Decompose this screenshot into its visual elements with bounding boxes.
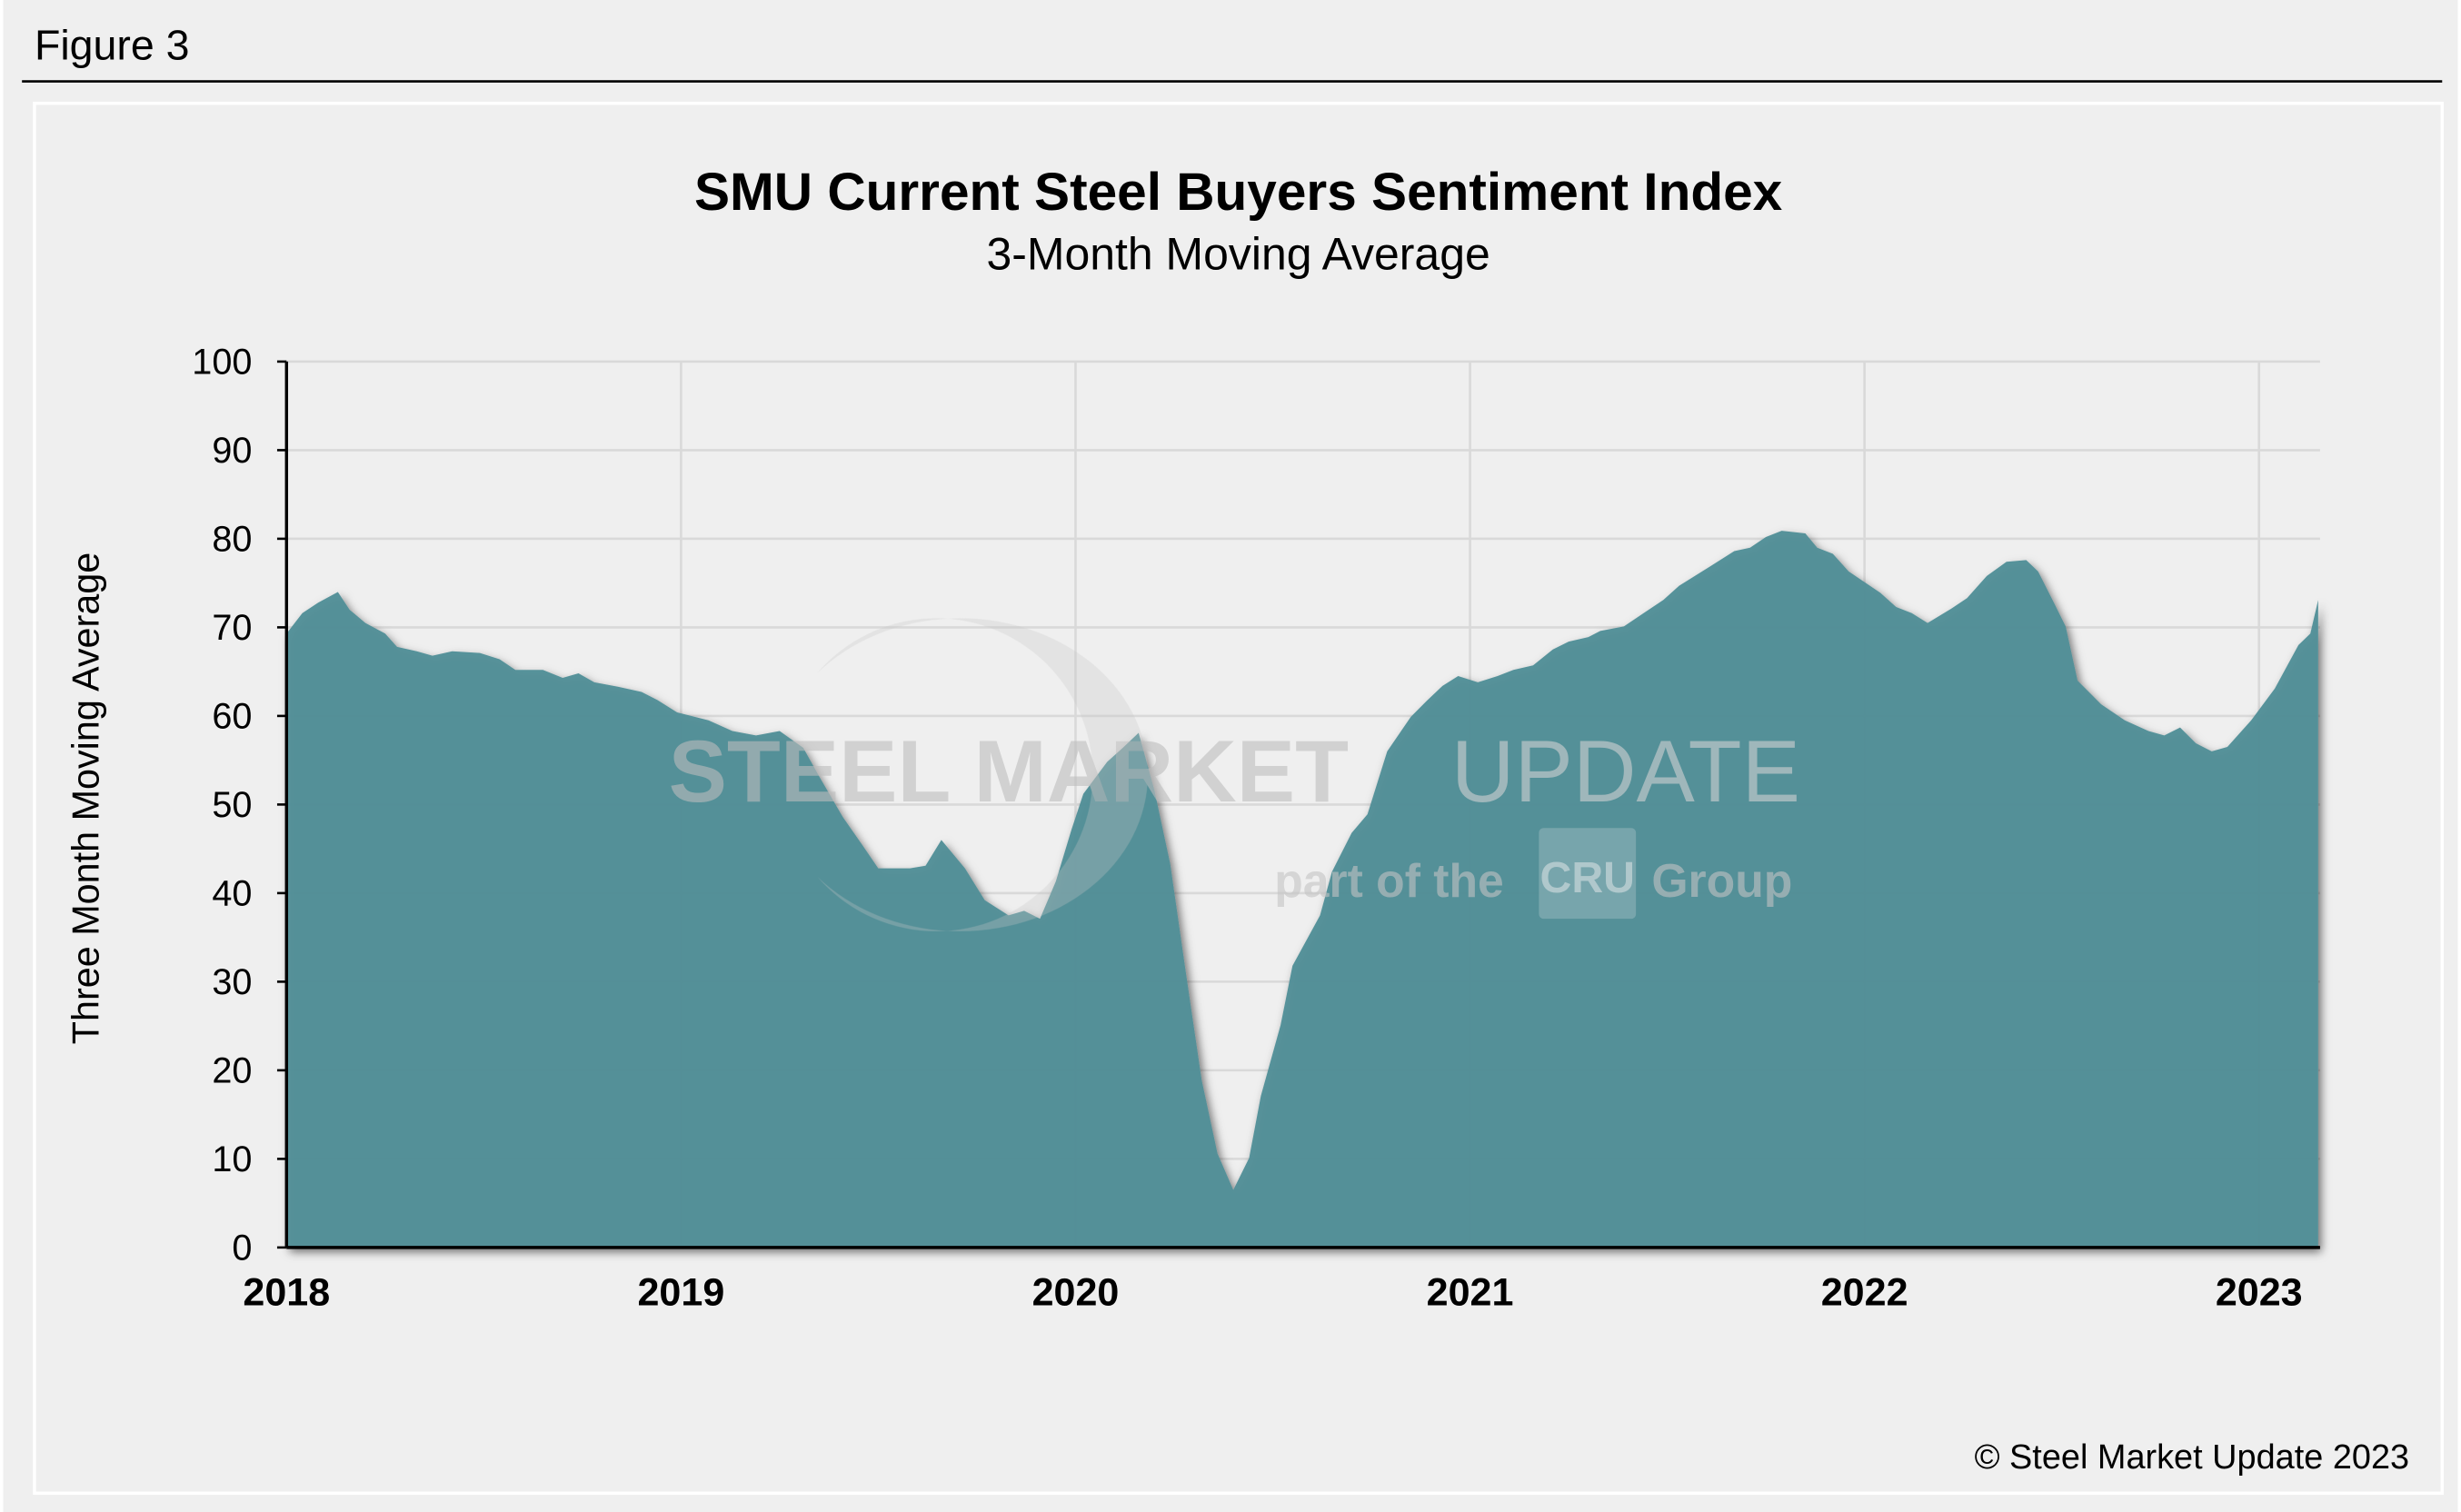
y-tick-label: 50: [212, 785, 252, 825]
watermark-cru-logo: CRU: [1540, 853, 1635, 902]
y-tick-label: 30: [212, 962, 252, 1002]
chart-title: SMU Current Steel Buyers Sentiment Index: [694, 163, 1783, 222]
watermark-brand-bold: STEEL MARKET: [669, 723, 1349, 821]
y-tick-label: 40: [212, 874, 252, 914]
y-tick-label: 60: [212, 697, 252, 737]
x-tick-label: 2021: [1427, 1271, 1514, 1315]
x-tick-label: 2022: [1821, 1271, 1908, 1315]
chart-subtitle: 3-Month Moving Average: [986, 228, 1490, 279]
watermark-tagline-pre: part of the: [1274, 854, 1504, 907]
x-tick-label: 2023: [2216, 1271, 2303, 1315]
axes: 0 10 20 30 40 50 60 70 80 90 100 2018 2019 2020 2021 20…: [192, 343, 2320, 1315]
watermark-brand-light: UPDATE: [1451, 723, 1800, 821]
copyright: © Steel Market Update 2023: [1975, 1438, 2409, 1477]
y-tick-label: 70: [212, 608, 252, 648]
y-tick-label: 20: [212, 1051, 252, 1091]
y-axis-label: Three Month Moving Average: [65, 552, 107, 1044]
x-tick-label: 2018: [243, 1271, 330, 1315]
x-tick-label: 2019: [637, 1271, 724, 1315]
cru-logo-box: [1539, 828, 1637, 920]
watermark: STEEL MARKET UPDATE part of the CRU Grou…: [669, 618, 1800, 931]
y-tick-label: 10: [212, 1139, 252, 1179]
x-tick-label: 2020: [1032, 1271, 1120, 1315]
y-tick-label: 80: [212, 520, 252, 560]
y-tick-label: 100: [192, 343, 252, 383]
sentiment-area-series: [286, 531, 2318, 1248]
figure-label: Figure 3: [35, 21, 190, 68]
y-tick-label: 0: [232, 1228, 252, 1268]
watermark-tagline-post: Group: [1651, 854, 1792, 907]
y-tick-label: 90: [212, 431, 252, 471]
